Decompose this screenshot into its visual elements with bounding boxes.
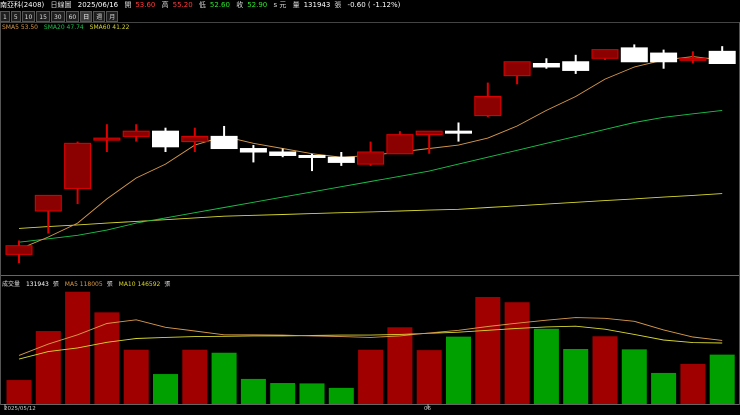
candle-body — [5, 245, 33, 255]
volume-legend: 成交量 131943 張 MA5 118005 張 MA10 146592 張 — [2, 279, 174, 288]
volume-bar — [240, 378, 266, 404]
volume-legend-unit: 張 — [52, 281, 59, 288]
candle-body — [152, 130, 179, 148]
sma60-line — [18, 193, 723, 229]
candle-body — [503, 61, 531, 77]
candle-body — [679, 57, 707, 61]
candle-body — [93, 137, 121, 141]
ma10-volume-unit: 張 — [164, 281, 171, 288]
volume-bar — [446, 336, 471, 404]
candle-body — [239, 148, 267, 153]
volume-bar — [563, 348, 589, 404]
volume-title: 成交量 — [2, 281, 21, 288]
high-value: 55.20 — [172, 1, 193, 9]
volume-bar — [6, 380, 32, 404]
sma60-legend: SMA60 41.22 — [89, 24, 130, 31]
candle-body — [327, 156, 355, 163]
volume-bar — [416, 350, 442, 404]
volume-bar — [592, 336, 618, 404]
stock-name[interactable]: 南亞科(2408) — [0, 1, 45, 9]
volume-bar — [680, 363, 706, 404]
volume-bar — [358, 349, 384, 404]
title-bar: 南亞科(2408) 日線圖 2025/06/16 開 53.60 高 55.20 低… — [0, 0, 740, 10]
candle-body — [210, 135, 238, 150]
ma-legend: SMA5 53.50 SMA20 47.74 SMA60 41.22 — [2, 24, 133, 31]
ma5-volume-legend: MA5 118005 — [64, 281, 103, 288]
volume-bar — [270, 383, 296, 404]
candle-body — [357, 151, 385, 165]
volume-bar — [123, 349, 149, 404]
volume-bar — [328, 387, 354, 404]
period-day-button[interactable]: 日 — [80, 11, 93, 22]
chart-type-label[interactable]: 日線圖 — [50, 1, 72, 9]
sma20-legend: SMA20 47.74 — [43, 24, 84, 31]
candle-body — [269, 151, 297, 156]
ma5-volume-unit: 張 — [106, 281, 113, 288]
volume-bar — [621, 349, 647, 404]
volume-bar — [475, 296, 501, 404]
volume-legend-value: 131943 — [25, 281, 49, 288]
volume-value: 131943 — [303, 1, 331, 9]
period-1-button[interactable]: 1 — [0, 11, 10, 22]
ma10-volume-legend: MA10 146592 — [118, 281, 161, 288]
candle-body — [415, 130, 443, 136]
open-label: 開 — [124, 1, 132, 9]
period-60-button[interactable]: 60 — [65, 11, 80, 22]
unit-label: s 元 — [273, 1, 287, 9]
change-value: -0.60 ( -1.12%) — [347, 1, 401, 9]
candle-body — [708, 50, 736, 64]
candle-body — [181, 135, 209, 143]
candle-body — [122, 130, 150, 137]
candle-body — [34, 194, 62, 212]
sma5-legend: SMA5 53.50 — [2, 24, 38, 31]
close-label: 收 — [236, 1, 244, 9]
volume-bar — [211, 352, 237, 404]
sma20-line — [18, 109, 723, 243]
period-5-button[interactable]: 5 — [10, 11, 21, 22]
date-value: 2025/06/16 — [77, 1, 119, 9]
period-30-button[interactable]: 30 — [50, 11, 65, 22]
candle-body — [620, 47, 648, 63]
volume-bar — [35, 331, 61, 404]
period-month-button[interactable]: 月 — [106, 11, 119, 22]
period-10-button[interactable]: 10 — [21, 11, 36, 22]
x-tick-start: 2025/05/12 — [4, 406, 36, 412]
close-value: 52.90 — [247, 1, 268, 9]
volume-bar — [94, 312, 120, 404]
volume-bar — [387, 327, 413, 404]
volume-bar — [651, 372, 677, 404]
volume-unit: 張 — [334, 1, 342, 9]
candle-body — [298, 154, 326, 158]
volume-bar — [182, 349, 208, 404]
volume-bar — [709, 354, 735, 404]
volume-bar — [299, 383, 325, 404]
volume-ma5-line — [18, 317, 723, 356]
candle-body — [64, 142, 92, 189]
low-label: 低 — [198, 1, 206, 9]
volume-label: 量 — [292, 1, 300, 9]
candle-body — [650, 52, 678, 63]
volume-ma10-line — [18, 325, 723, 360]
period-week-button[interactable]: 週 — [93, 11, 106, 22]
period-15-button[interactable]: 15 — [36, 11, 50, 22]
candle-body — [562, 61, 590, 71]
open-value: 53.60 — [135, 1, 156, 9]
volume-bar — [153, 374, 178, 404]
high-label: 高 — [161, 1, 169, 9]
candle-body — [445, 130, 472, 134]
candle-body — [532, 63, 560, 68]
x-tick-mid: 06 — [424, 406, 431, 412]
candle-body — [591, 49, 619, 59]
low-value: 52.60 — [209, 1, 230, 9]
candle-body — [474, 95, 502, 117]
candle-body — [386, 134, 414, 155]
period-toolbar: 1 5 10 15 30 60 日 週 月 — [0, 11, 119, 22]
volume-bar — [504, 302, 530, 404]
volume-bar — [533, 328, 559, 404]
